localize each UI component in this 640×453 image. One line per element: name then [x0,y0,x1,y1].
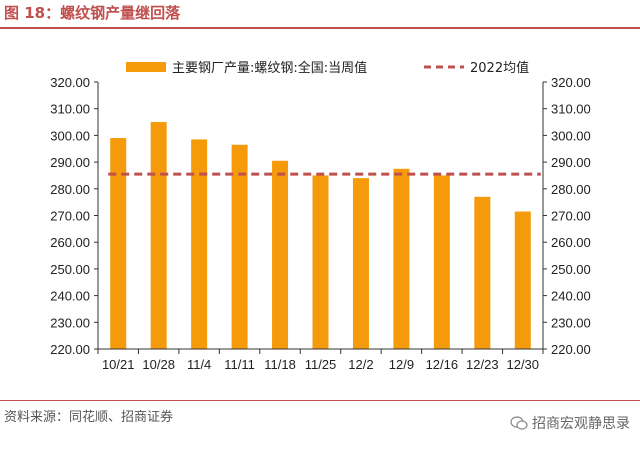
footer-rule [0,400,640,401]
legend-label-bar: 主要钢厂产量:螺纹钢:全国:当周值 [172,60,367,76]
x-tick-label: 10/21 [102,357,135,372]
axes [94,81,547,354]
bar-11-11 [231,144,248,349]
legend: 主要钢厂产量:螺纹钢:全国:当周值 2022均值 [126,60,529,76]
y-tick-label-left: 230.00 [50,315,90,330]
bar-12-23 [474,196,491,349]
y-tick-label-right: 220.00 [551,342,591,357]
y-tick-label-right: 230.00 [551,315,591,330]
y-tick-label-right: 320.00 [551,75,591,90]
x-tick-label: 12/23 [466,357,499,372]
source-note: 资料来源：同花顺、招商证券 [4,410,174,425]
y-tick-label-right: 280.00 [551,182,591,197]
y-tick-label-right: 270.00 [551,209,591,224]
bar-10-28 [150,122,167,349]
bar-12-30 [514,211,531,349]
bar-12-16 [433,175,450,349]
wechat-icon [510,416,528,430]
y-tick-label-left: 310.00 [50,102,90,117]
y-tick-label-right: 290.00 [551,155,591,170]
x-tick-label: 11/25 [305,357,337,372]
x-tick-label: 12/30 [506,357,539,372]
figure-title: 图 18：螺纹钢产量继回落 [4,4,181,22]
bar-11-18 [272,160,289,349]
legend-label-line: 2022均值 [470,60,529,76]
bar-11-4 [191,139,208,349]
y-tick-label-left: 280.00 [50,182,90,197]
x-tick-label: 10/28 [142,357,175,372]
y-tick-label-left: 220.00 [50,342,90,357]
x-tick-label: 12/9 [389,357,414,372]
y-axis-right-labels: 220.00 230.00 240.00 250.00 260.00 270.00 280.… [551,75,591,357]
y-tick-label-right: 260.00 [551,235,591,250]
x-tick-label: 12/2 [348,357,373,372]
bar-12-9 [393,168,410,349]
x-tick-label: 11/18 [264,357,296,372]
legend-swatch-bar [126,62,166,72]
y-axis-left-labels: 220.00 230.00 240.00 250.00 260.00 270.00 280.… [50,75,90,357]
y-tick-label-right: 250.00 [551,262,591,277]
y-tick-label-left: 260.00 [50,235,90,250]
x-axis-labels: 10/21 10/28 11/4 11/11 11/18 11/25 12/2 12/9 12/… [102,357,539,372]
watermark-text: 招商宏观静思录 [532,416,630,432]
y-tick-label-right: 300.00 [551,128,591,143]
y-tick-label-left: 250.00 [50,262,90,277]
bar-11-25 [312,175,329,349]
watermark: 招商宏观静思录 [510,413,630,433]
title-rule [0,27,640,29]
y-tick-label-right: 310.00 [551,102,591,117]
x-tick-label: 11/4 [187,357,211,372]
y-tick-label-left: 270.00 [50,209,90,224]
y-tick-label-left: 240.00 [50,289,90,304]
y-tick-label-left: 290.00 [50,155,90,170]
bar-12-2 [352,178,369,349]
x-tick-label: 12/16 [426,357,459,372]
bars [110,122,531,349]
y-tick-label-right: 240.00 [551,289,591,304]
bar-10-21 [110,138,127,349]
y-tick-label-left: 300.00 [50,128,90,143]
x-tick-label: 11/11 [224,357,255,372]
y-tick-label-left: 320.00 [50,75,90,90]
